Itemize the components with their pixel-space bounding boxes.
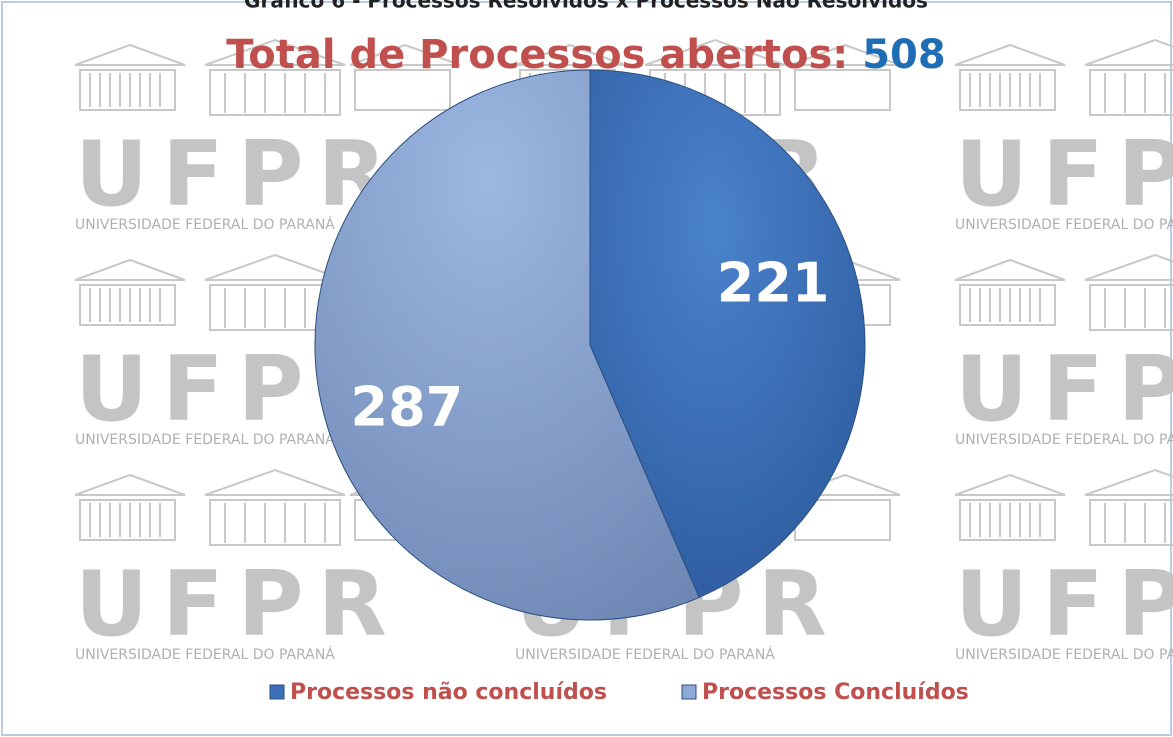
watermark-subtitle: UNIVERSIDADE FEDERAL DO PARANÁ (75, 216, 335, 233)
watermark-subtitle: UNIVERSIDADE FEDERAL DO PARANÁ (515, 646, 775, 663)
legend-label: Processos Concluídos (702, 680, 969, 705)
watermark-subtitle: UNIVERSIDADE FEDERAL DO PARANÁ (955, 431, 1173, 448)
watermark-logo: UFPR (955, 337, 1173, 442)
watermark-subtitle: UNIVERSIDADE FEDERAL DO PARANÁ (955, 646, 1173, 663)
data-label: 287 (351, 376, 464, 439)
data-label: 221 (717, 252, 830, 315)
watermark-logo: UFPR (955, 122, 1173, 227)
watermark-subtitle: UNIVERSIDADE FEDERAL DO PARANÁ (75, 646, 335, 663)
watermark-logo: UFPR (955, 552, 1173, 657)
watermark-logo: UFPR (75, 552, 401, 657)
pie-slice (314, 69, 700, 621)
legend-swatch (269, 684, 285, 700)
chart-title: Total de Processos abertos: 508 (226, 32, 945, 78)
legend: Processos não concluídos Processos Conclu… (269, 680, 969, 705)
title-total: 508 (862, 32, 946, 78)
watermark-subtitle: UNIVERSIDADE FEDERAL DO PARANÁ (75, 431, 335, 448)
pie: 221 287 (314, 69, 866, 621)
watermark-logo: UFPR (75, 122, 401, 227)
watermark-subtitle: UNIVERSIDADE FEDERAL DO PARANÁ (955, 216, 1173, 233)
legend-label: Processos não concluídos (290, 680, 607, 705)
legend-swatch (681, 684, 697, 700)
chart-header: Gráfico 6 - Processos Resolvidos x Proce… (244, 0, 928, 13)
title-text: Total de Processos abertos: (226, 32, 848, 78)
pie-slice (589, 69, 866, 599)
